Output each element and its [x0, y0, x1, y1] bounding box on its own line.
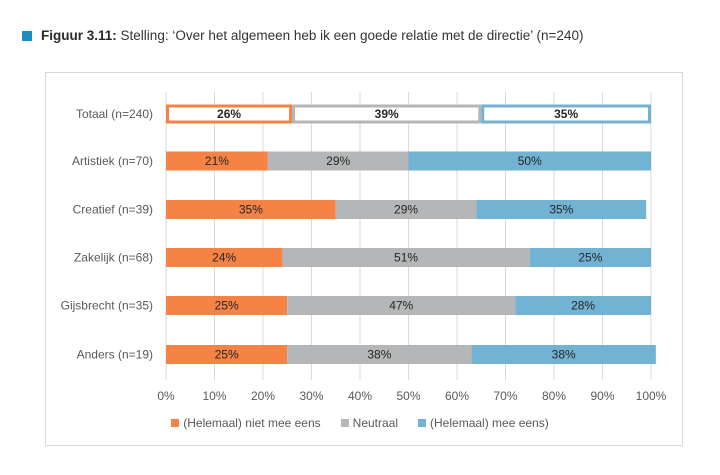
data-label: 51%: [394, 251, 418, 265]
figure-caption: Stelling: ‘Over het algemeen heb ik een …: [120, 28, 584, 43]
bar-segment: [282, 248, 530, 267]
category-label: Artistiek (n=70): [72, 154, 153, 168]
bar-segment: [515, 296, 651, 315]
data-label: 47%: [389, 299, 413, 313]
legend-swatch: [171, 419, 180, 427]
chart-legend: (Helemaal) niet mee eens Neutraal (Helemaa…: [0, 416, 720, 430]
data-label: 29%: [326, 154, 350, 168]
data-label: 35%: [549, 203, 573, 217]
bar-segment: [408, 151, 651, 171]
data-label: 38%: [367, 348, 391, 362]
x-tick-label: 70%: [493, 389, 517, 403]
figure-number: Figuur 3.11:: [41, 28, 117, 43]
legend-item: Neutraal: [340, 416, 399, 430]
bar-segment: [287, 296, 516, 315]
data-label: 35%: [239, 203, 263, 217]
category-label: Creatief (n=39): [73, 203, 153, 217]
x-tick-label: 50%: [396, 389, 420, 403]
x-tick-label: 90%: [590, 389, 614, 403]
x-tick-label: 10%: [202, 389, 226, 403]
legend-label: Neutraal: [352, 416, 399, 430]
bar-segment: [471, 345, 656, 364]
bar-segment: [166, 151, 268, 171]
bar-segment: [166, 345, 288, 364]
legend-label: (Helemaal) mee eens): [430, 416, 549, 430]
bar-segment: [166, 248, 283, 267]
data-label: 21%: [205, 154, 229, 168]
data-label: 25%: [215, 299, 239, 313]
data-label: 35%: [554, 107, 578, 121]
x-tick-label: 80%: [542, 389, 566, 403]
bar-segment: [529, 248, 651, 267]
x-tick-label: 20%: [251, 389, 275, 403]
data-label: 39%: [375, 107, 399, 121]
bar-segment: [287, 345, 472, 364]
bar-segment: [166, 296, 288, 315]
data-label: 24%: [212, 251, 236, 265]
x-tick-label: 100%: [636, 389, 667, 403]
category-label: Zakelijk (n=68): [74, 251, 153, 265]
bar-segment: [292, 104, 482, 124]
data-label: 29%: [394, 203, 418, 217]
legend-item: (Helemaal) niet mee eens: [171, 416, 321, 430]
category-label: Anders (n=19): [77, 348, 153, 362]
bar-segment: [166, 200, 336, 219]
data-label: 25%: [578, 251, 602, 265]
x-tick-label: 40%: [348, 389, 372, 403]
data-label: 25%: [215, 348, 239, 362]
data-label: 50%: [518, 154, 542, 168]
legend-swatch: [418, 419, 427, 427]
figure-marker-icon: [22, 31, 32, 41]
legend-item: (Helemaal) mee eens): [418, 416, 549, 430]
bar-segment: [476, 200, 647, 219]
data-label: 26%: [217, 107, 241, 121]
x-tick-label: 60%: [445, 389, 469, 403]
bar-segment: [267, 151, 409, 171]
category-label: Gijsbrecht (n=35): [61, 299, 153, 313]
bar-segment: [481, 104, 651, 124]
data-label: 28%: [571, 299, 595, 313]
category-label: Totaal (n=240): [76, 107, 153, 121]
legend-label: (Helemaal) niet mee eens: [183, 416, 321, 430]
figure-title: Figuur 3.11: Stelling: ‘Over het algemee…: [22, 28, 583, 43]
x-tick-label: 30%: [299, 389, 323, 403]
bar-segment: [166, 104, 293, 124]
bar-segment: [335, 200, 477, 219]
x-tick-label: 0%: [157, 389, 175, 403]
legend-swatch: [340, 419, 349, 427]
data-label: 38%: [552, 348, 576, 362]
